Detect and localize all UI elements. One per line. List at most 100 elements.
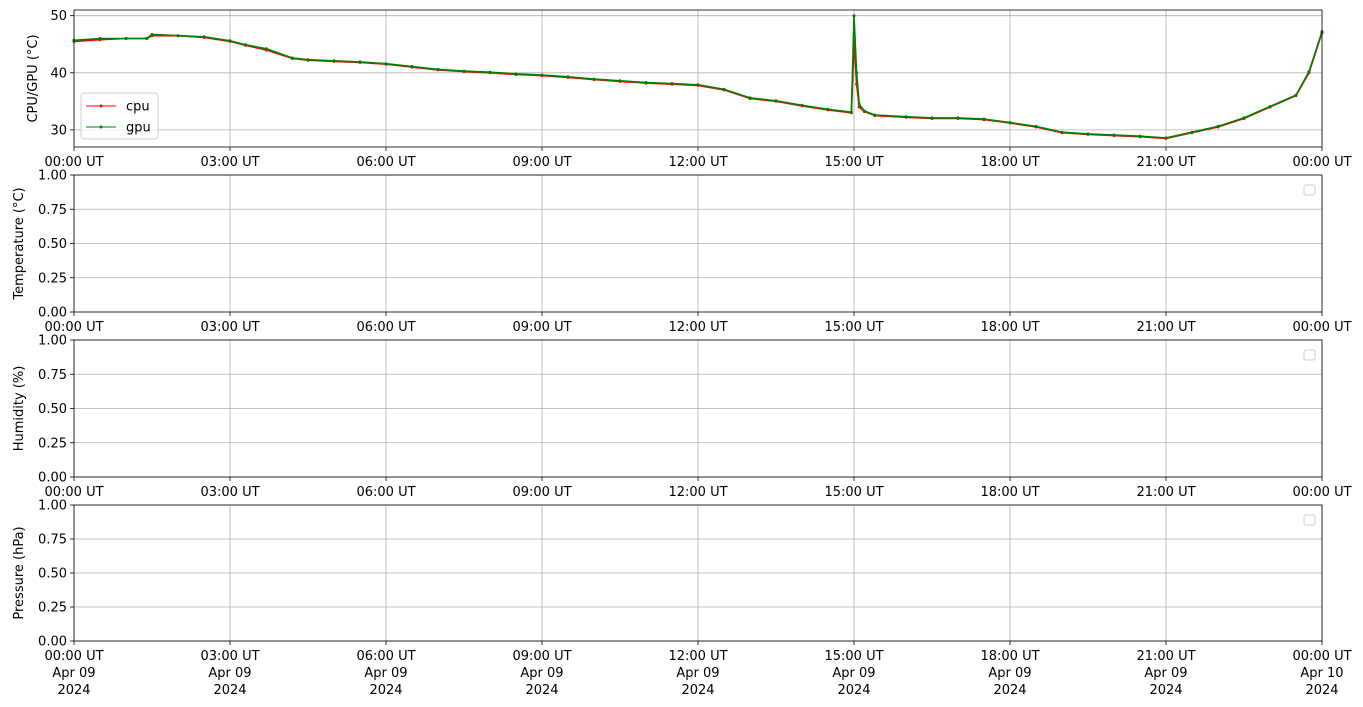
data-point-gpu: [1008, 121, 1012, 124]
x-tick-year-label: 2024: [837, 683, 870, 698]
empty-legend-box: [1303, 184, 1316, 196]
x-tick-date-label: Apr 09: [676, 666, 719, 681]
y-tick-label: 0.50: [38, 237, 67, 252]
x-tick-label: 03:00 UT: [200, 649, 259, 664]
y-tick-label: 30: [50, 123, 67, 138]
data-point-gpu: [873, 113, 877, 117]
x-tick-date-label: Apr 09: [364, 666, 407, 681]
x-tick-year-label: 2024: [1305, 683, 1338, 698]
x-tick-label: 03:00 UT: [200, 485, 259, 500]
data-point-gpu: [1138, 134, 1142, 138]
y-tick-label: 1.00: [38, 499, 67, 514]
x-tick-label: 09:00 UT: [512, 649, 571, 664]
x-tick-label: 15:00 UT: [824, 485, 883, 500]
x-tick-year-label: 2024: [993, 683, 1026, 698]
x-tick-label: 18:00 UT: [980, 320, 1039, 335]
x-tick-label: 03:00 UT: [200, 320, 259, 335]
x-tick-year-label: 2024: [57, 683, 90, 698]
x-tick-label: 06:00 UT: [356, 649, 415, 664]
x-tick-label: 12:00 UT: [668, 320, 727, 335]
data-point-gpu: [202, 35, 206, 39]
x-tick-label: 06:00 UT: [356, 320, 415, 335]
y-tick-label: 0.50: [38, 402, 67, 417]
data-point-gpu: [145, 37, 149, 40]
data-point-gpu: [956, 116, 960, 120]
x-tick-label: 09:00 UT: [512, 155, 571, 170]
x-tick-label: 21:00 UT: [1136, 155, 1195, 170]
data-point-gpu: [462, 69, 466, 73]
x-tick-label: 09:00 UT: [512, 320, 571, 335]
x-tick-year-label: 2024: [213, 683, 246, 698]
y-tick-label: 0.00: [38, 635, 67, 650]
y-axis-label: CPU/GPU (°C): [26, 34, 41, 122]
y-tick-label: 0.75: [38, 368, 67, 383]
data-point-gpu: [436, 67, 440, 71]
y-tick-label: 1.00: [38, 169, 67, 184]
x-tick-label: 06:00 UT: [356, 155, 415, 170]
data-point-gpu: [1164, 136, 1168, 140]
data-point-gpu: [98, 37, 102, 40]
x-tick-label: 09:00 UT: [512, 485, 571, 500]
data-point-gpu: [862, 109, 866, 113]
y-tick-label: 0.50: [38, 567, 67, 582]
data-point-gpu: [774, 99, 778, 103]
x-tick-date-label: Apr 09: [988, 666, 1031, 681]
y-tick-label: 1.00: [38, 334, 67, 349]
data-point-gpu: [244, 43, 248, 47]
y-tick-label: 50: [50, 9, 67, 24]
x-tick-label: 15:00 UT: [824, 649, 883, 664]
y-tick-label: 0.25: [38, 271, 67, 286]
data-point-gpu: [1294, 93, 1298, 97]
empty-legend-box: [1303, 349, 1316, 361]
x-tick-label: 18:00 UT: [980, 485, 1039, 500]
x-tick-date-label: Apr 09: [52, 666, 95, 681]
legend-label-cpu: cpu: [126, 100, 150, 115]
y-tick-label: 40: [50, 66, 67, 81]
data-point-gpu: [306, 58, 310, 62]
data-point-gpu: [540, 73, 544, 77]
x-tick-date-label: Apr 09: [1144, 666, 1187, 681]
data-point-gpu: [644, 81, 648, 84]
data-point-gpu: [826, 107, 830, 111]
data-point-gpu: [264, 47, 268, 51]
data-point-gpu: [930, 116, 934, 120]
series-line-gpu: [73, 15, 1323, 139]
data-point-gpu: [1034, 124, 1038, 128]
data-point-gpu: [1060, 130, 1064, 134]
data-point-gpu: [1242, 116, 1246, 120]
data-point-gpu: [514, 72, 518, 76]
data-point-gpu: [124, 37, 128, 40]
x-tick-year-label: 2024: [369, 683, 402, 698]
x-tick-label: 15:00 UT: [824, 320, 883, 335]
data-point-gpu: [1216, 124, 1220, 128]
data-point-gpu: [592, 77, 596, 81]
x-tick-label: 21:00 UT: [1136, 320, 1195, 335]
x-tick-label: 00:00 UT: [1292, 485, 1351, 500]
data-point-gpu: [852, 14, 856, 18]
x-tick-label: 00:00 UT: [1292, 649, 1351, 664]
data-point-gpu: [982, 117, 986, 121]
subplot-4: 0.00 0.25 0.50 0.75 1.00 00:00 UT Apr 09 2024 03…: [12, 499, 1352, 699]
y-tick-label: 0.25: [38, 436, 67, 451]
data-point-gpu: [384, 62, 388, 66]
empty-legend-box: [1303, 514, 1316, 526]
x-tick-date-label: Apr 10: [1300, 666, 1343, 681]
y-tick-label: 0.25: [38, 601, 67, 616]
x-tick-date-label: Apr 09: [208, 666, 251, 681]
x-tick-year-label: 2024: [681, 683, 714, 698]
data-point-gpu: [332, 59, 336, 63]
x-tick-label: 12:00 UT: [668, 155, 727, 170]
data-point-gpu: [150, 33, 154, 36]
y-tick-label: 0.00: [38, 306, 67, 321]
data-point-gpu: [857, 102, 861, 106]
y-tick-label: 0.75: [38, 533, 67, 548]
data-point-gpu: [566, 75, 570, 79]
data-point-gpu: [488, 70, 492, 74]
subplot-1: 30 40 50 00:00 UT 03:00 UT 06:00 UT 09:00 UT 12…: [26, 9, 1352, 170]
data-point-gpu: [290, 56, 294, 60]
x-tick-label: 18:00 UT: [980, 155, 1039, 170]
data-point-gpu: [1307, 70, 1311, 74]
data-point-gpu: [748, 96, 752, 100]
x-tick-date-label: Apr 09: [520, 666, 563, 681]
